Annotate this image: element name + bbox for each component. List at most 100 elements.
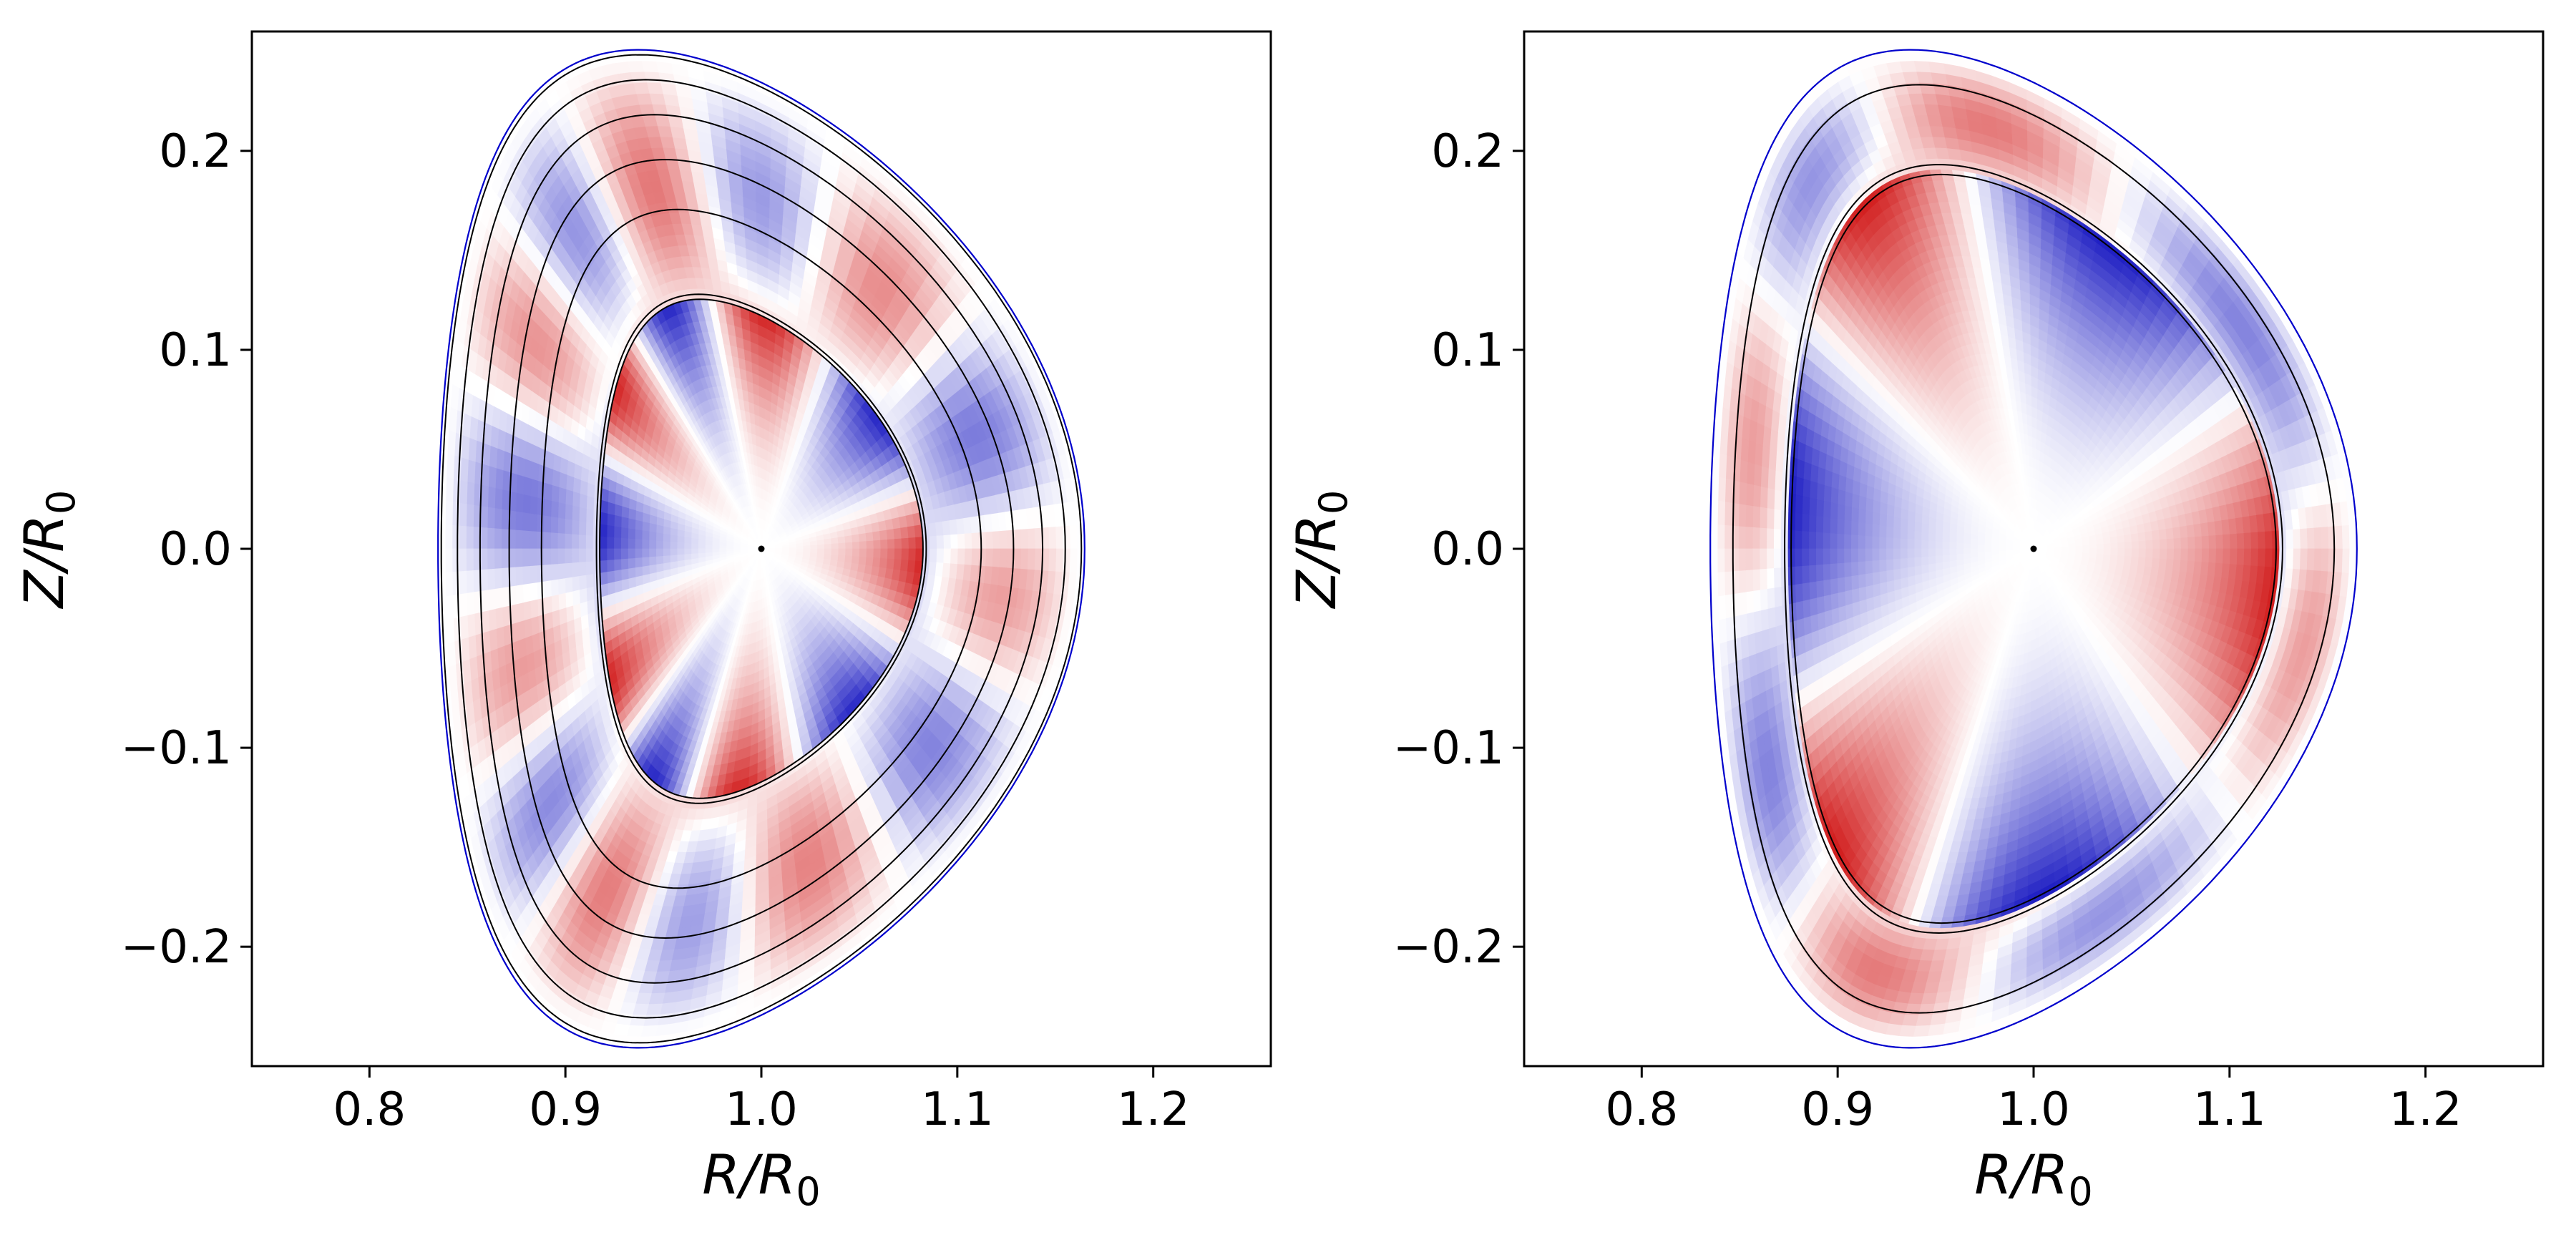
left-contour-cell — [537, 480, 546, 500]
left-contour-cell — [501, 529, 509, 550]
left-contour-cell — [620, 517, 629, 529]
left-contour-cell — [634, 539, 643, 550]
left-contour-cell — [831, 542, 839, 550]
left-contour-cell — [558, 607, 567, 626]
left-contour-cell — [585, 586, 595, 602]
left-contour-cell — [648, 548, 657, 558]
left-contour-cell — [683, 548, 692, 555]
left-contour-cell — [515, 585, 524, 605]
left-contour-cell — [522, 476, 532, 497]
left-contour-cell — [852, 555, 860, 565]
left-contour-cell — [879, 529, 888, 540]
left-contour-cell — [487, 568, 495, 591]
left-contour-cell — [872, 530, 882, 541]
left-contour-cell — [599, 536, 608, 550]
left-contour-cell — [536, 548, 545, 567]
left-contour-cell — [698, 548, 706, 555]
left-contour-cell — [950, 533, 959, 550]
left-contour-cell — [564, 548, 572, 565]
left-contour-cell — [586, 482, 595, 499]
left-contour-cell — [571, 534, 580, 550]
left-contour-cell — [487, 486, 496, 509]
left-contour-cell — [627, 548, 635, 560]
left-contour-cell — [628, 528, 635, 540]
left-contour-cell — [607, 502, 615, 516]
left-contour-cell — [516, 474, 525, 495]
left-contour-cell — [872, 557, 882, 567]
left-contour-cell — [824, 543, 832, 550]
left-contour-cell — [907, 524, 917, 538]
left-contour-cell — [543, 515, 552, 534]
left-contour-cell — [494, 468, 504, 491]
left-contour-cell — [655, 548, 663, 557]
left-contour-cell — [578, 507, 587, 523]
left-contour-cell — [536, 514, 545, 533]
left-contour-cell — [641, 521, 650, 532]
left-contour-cell — [683, 542, 692, 550]
left-contour-cell — [676, 548, 685, 556]
left-contour-cell — [514, 529, 523, 550]
left-contour-cell — [613, 548, 622, 561]
left-contour-cell — [894, 537, 902, 550]
left-contour-cell — [572, 491, 580, 508]
left-contour-cell — [585, 574, 594, 590]
left-contour-cell — [908, 537, 917, 550]
left-contour-cell — [676, 535, 685, 544]
left-contour-cell — [915, 548, 924, 562]
left-contour-cell — [551, 595, 560, 613]
left-contour-cell — [537, 614, 547, 634]
left-contour-cell — [810, 548, 819, 554]
left-contour-cell — [572, 590, 580, 607]
left-contour-cell — [565, 504, 573, 521]
left-contour-cell — [585, 522, 594, 537]
left-contour-cell — [992, 530, 1001, 550]
left-contour-cell — [557, 517, 565, 534]
left-contour-cell — [536, 581, 545, 600]
left-contour-cell — [781, 548, 790, 552]
left-contour-cell — [606, 513, 615, 527]
left-contour-cell — [900, 526, 909, 539]
left-contour-cell — [620, 568, 629, 581]
left-contour-cell — [789, 548, 797, 552]
left-contour-cell — [641, 539, 650, 550]
left-contour-cell — [571, 505, 580, 522]
left-contour-cell — [537, 464, 547, 484]
left-contour-cell — [514, 548, 523, 568]
left-contour-cell — [571, 519, 580, 536]
left-contour-cell — [635, 510, 643, 522]
left-contour-cell — [859, 540, 867, 550]
left-contour-cell — [599, 560, 608, 574]
left-contour-cell — [530, 616, 540, 637]
left-contour-cell — [620, 558, 629, 571]
left-plot-area — [437, 49, 1085, 1049]
left-contour-cell — [900, 559, 909, 572]
left-contour-cell — [613, 537, 622, 550]
left-contour-cell — [517, 620, 526, 642]
left-contour-cell — [796, 548, 804, 552]
left-contour-cell — [698, 539, 706, 545]
left-contour-cell — [550, 564, 559, 582]
left-contour-cell — [545, 612, 554, 631]
left-contour-cell — [552, 454, 562, 473]
left-contour-cell — [648, 522, 657, 534]
left-contour-cell — [936, 548, 945, 563]
left-contour-cell — [641, 557, 650, 567]
left-contour-cell — [669, 534, 678, 543]
left-contour-cell — [501, 489, 510, 511]
left-contour-cell — [992, 548, 1001, 567]
left-contour-cell — [530, 461, 540, 482]
left-contour-cell — [585, 508, 594, 524]
left-contour-cell — [487, 589, 496, 612]
left-contour-cell — [893, 558, 902, 571]
left-contour-cell — [502, 624, 512, 647]
left-contour-cell — [964, 532, 973, 550]
left-contour-cell — [529, 531, 537, 550]
left-contour-cell — [971, 548, 980, 566]
left-contour-cell — [613, 559, 622, 572]
left-contour-cell — [613, 570, 622, 583]
left-contour-cell — [711, 545, 720, 550]
left-contour-cell — [663, 541, 670, 550]
left-contour-cell — [852, 548, 860, 557]
left-contour-cell — [579, 493, 587, 509]
left-contour-cell — [522, 566, 530, 585]
